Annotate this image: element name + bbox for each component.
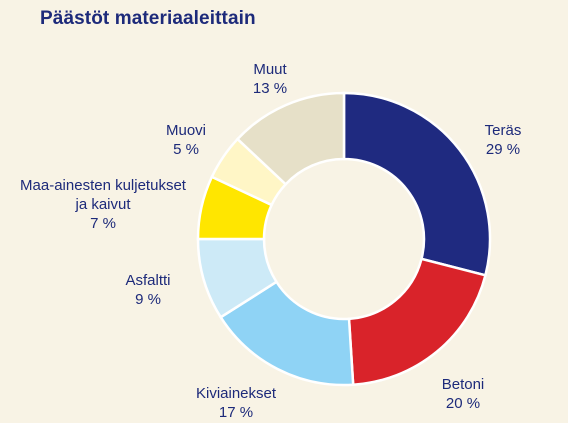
slice-value-betoni: 20 % (445, 395, 481, 412)
slice-label-betoni: Betoni 20 % (442, 375, 485, 413)
slice-name-teras: Teräs (484, 122, 522, 139)
slice-name-muovi: Muovi (165, 122, 207, 139)
slice-teräs (342, 91, 492, 277)
slice-value-kiviainekset: 17 % (218, 404, 254, 421)
slice-name-muut: Muut (253, 61, 287, 78)
slice-name-betoni: Betoni (441, 376, 485, 393)
slice-label-muovi: Muovi 5 % (166, 121, 206, 159)
slice-muut (235, 91, 346, 187)
chart-title: Päästöt materiaaleittain (40, 8, 256, 29)
slice-label-muut: Muut 13 % (253, 60, 287, 98)
slice-name-asfaltti: Asfaltti (125, 272, 171, 289)
slice-label-kiviainekset: Kiviainekset 17 % (196, 384, 276, 422)
slice-value-maa-ainesten: 7 % (90, 215, 116, 232)
slice-label-maa-ainesten: Maa-ainesten kuljetukset ja kaivut 7 % (18, 176, 188, 233)
slice-value-asfaltti: 9 % (135, 291, 161, 308)
slice-value-muut: 13 % (252, 80, 288, 97)
slice-label-asfaltti: Asfaltti 9 % (125, 271, 170, 309)
slice-betoni (347, 257, 487, 387)
slice-value-teras: 29 % (485, 141, 521, 158)
slice-name-maa-ainesten: Maa-ainesten kuljetukset ja kaivut (20, 177, 186, 213)
slice-label-teras: Teräs 29 % (485, 121, 522, 159)
slice-name-kiviainekset: Kiviainekset (195, 385, 277, 402)
slice-value-muovi: 5 % (173, 141, 199, 158)
